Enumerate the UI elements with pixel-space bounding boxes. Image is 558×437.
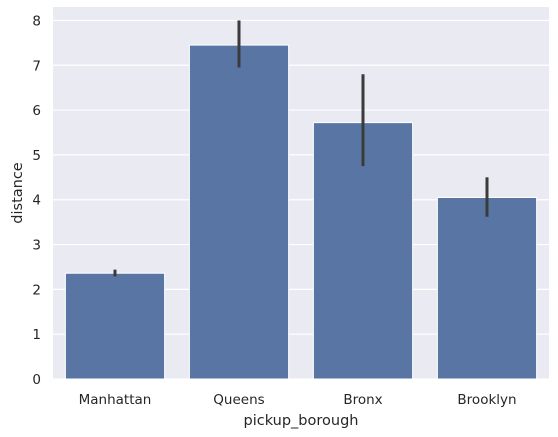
x-tick-label: Brooklyn [457, 392, 516, 408]
x-tick-label: Manhattan [79, 392, 152, 408]
y-tick-label: 6 [32, 103, 41, 119]
x-tick-labels: Manhattan Queens Bronx Brooklyn [79, 392, 517, 408]
y-tick-label: 3 [32, 238, 41, 254]
y-axis-label: distance [10, 162, 26, 224]
error-bars [113, 20, 489, 277]
x-tick-label: Queens [213, 392, 264, 408]
y-tick-label: 0 [32, 372, 41, 388]
y-tick-label: 4 [32, 193, 41, 209]
y-tick-label: 7 [32, 58, 41, 74]
y-tick-labels: 0 1 2 3 4 5 6 7 8 [32, 13, 41, 388]
bar [436, 196, 538, 380]
y-tick-label: 2 [32, 282, 41, 298]
y-tick-label: 5 [32, 148, 41, 164]
y-tick-label: 1 [32, 327, 41, 343]
x-axis-label: pickup_borough [244, 413, 359, 429]
bar [64, 272, 166, 380]
x-tick-label: Bronx [343, 392, 382, 408]
bar [188, 44, 290, 380]
y-tick-label: 8 [32, 13, 41, 29]
